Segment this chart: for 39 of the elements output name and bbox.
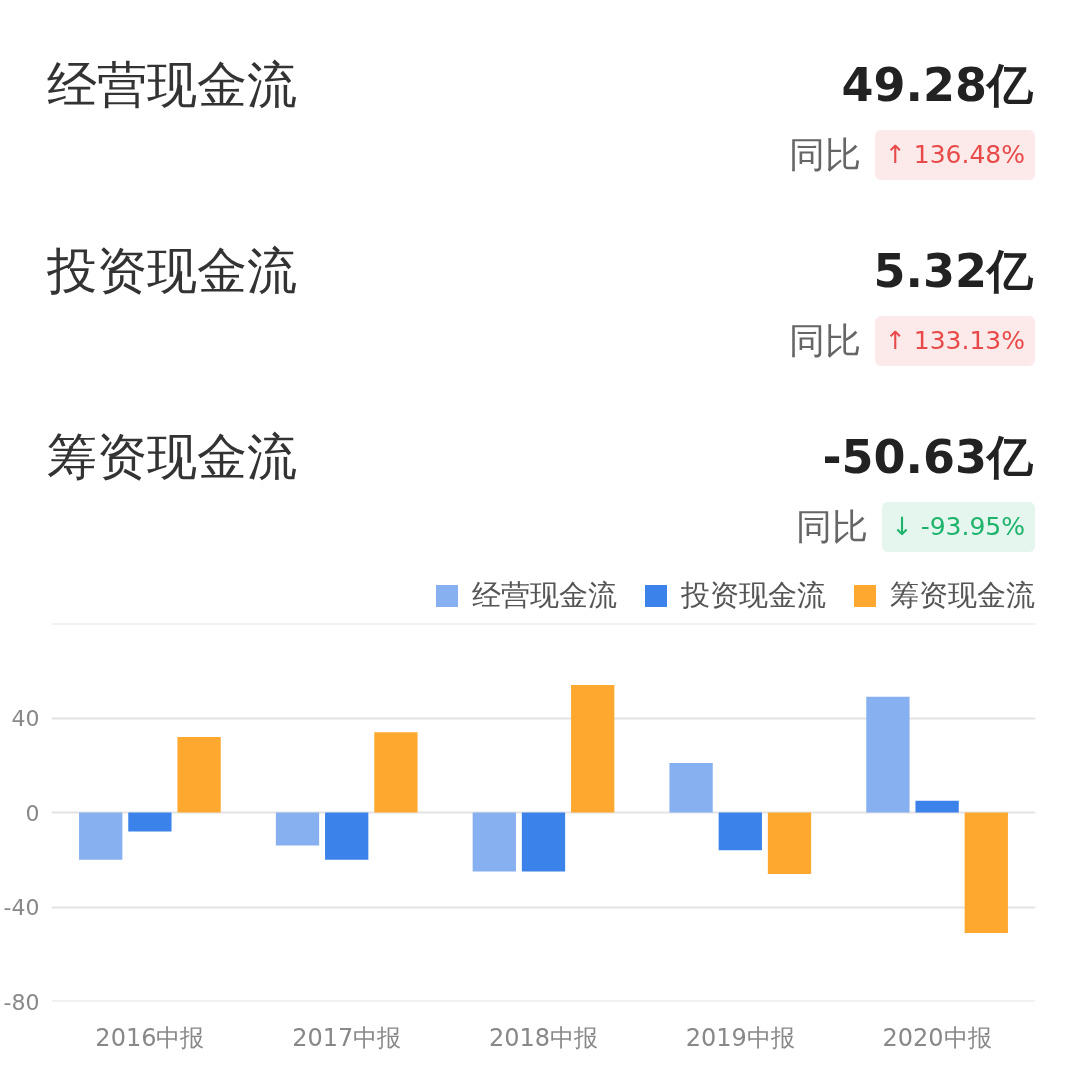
x-tick-label: 2020中报 <box>882 1023 992 1052</box>
text: 49.28亿 <box>841 57 1033 114</box>
x-tick-label: 2019中报 <box>685 1023 795 1052</box>
text: ↓ -93.95% <box>881 502 1035 552</box>
bar <box>915 800 959 813</box>
bar <box>374 732 418 813</box>
bar <box>964 812 1008 933</box>
y-tick-label: -40 <box>3 895 40 920</box>
y-tick-label: -80 <box>3 989 40 1015</box>
bar <box>866 696 910 813</box>
text: 筹资现金流 <box>47 427 297 487</box>
bar <box>718 812 762 851</box>
bar <box>767 812 812 874</box>
text: ↑ 133.13% <box>874 316 1035 366</box>
text: 5.32亿 <box>873 243 1033 300</box>
text: -50.63亿 <box>822 429 1033 486</box>
x-tick-label: 2016中报 <box>95 1023 205 1052</box>
bar <box>571 684 615 813</box>
bar <box>275 812 320 846</box>
legend-label: 筹资现金流 <box>890 577 1035 615</box>
text: 同比 <box>795 505 868 550</box>
text: 经营现金流 <box>47 55 297 115</box>
text: 同比 <box>788 133 861 178</box>
bar <box>669 762 713 813</box>
y-tick-label: 0 <box>25 800 40 826</box>
legend-label: 投资现金流 <box>681 577 826 615</box>
x-tick-label: 2018中报 <box>488 1023 599 1052</box>
bar <box>472 812 516 872</box>
y-tick-label: 40 <box>11 706 40 731</box>
legend-label: 经营现金流 <box>472 577 617 615</box>
text: 投资现金流 <box>47 241 297 301</box>
text: 同比 <box>788 319 861 364</box>
bar <box>521 812 566 872</box>
bar <box>79 812 123 860</box>
text: ↑ 136.48% <box>874 130 1035 180</box>
x-tick-label: 2017中报 <box>292 1023 402 1052</box>
bar <box>128 812 172 832</box>
bar <box>325 812 369 860</box>
bar <box>177 736 221 813</box>
